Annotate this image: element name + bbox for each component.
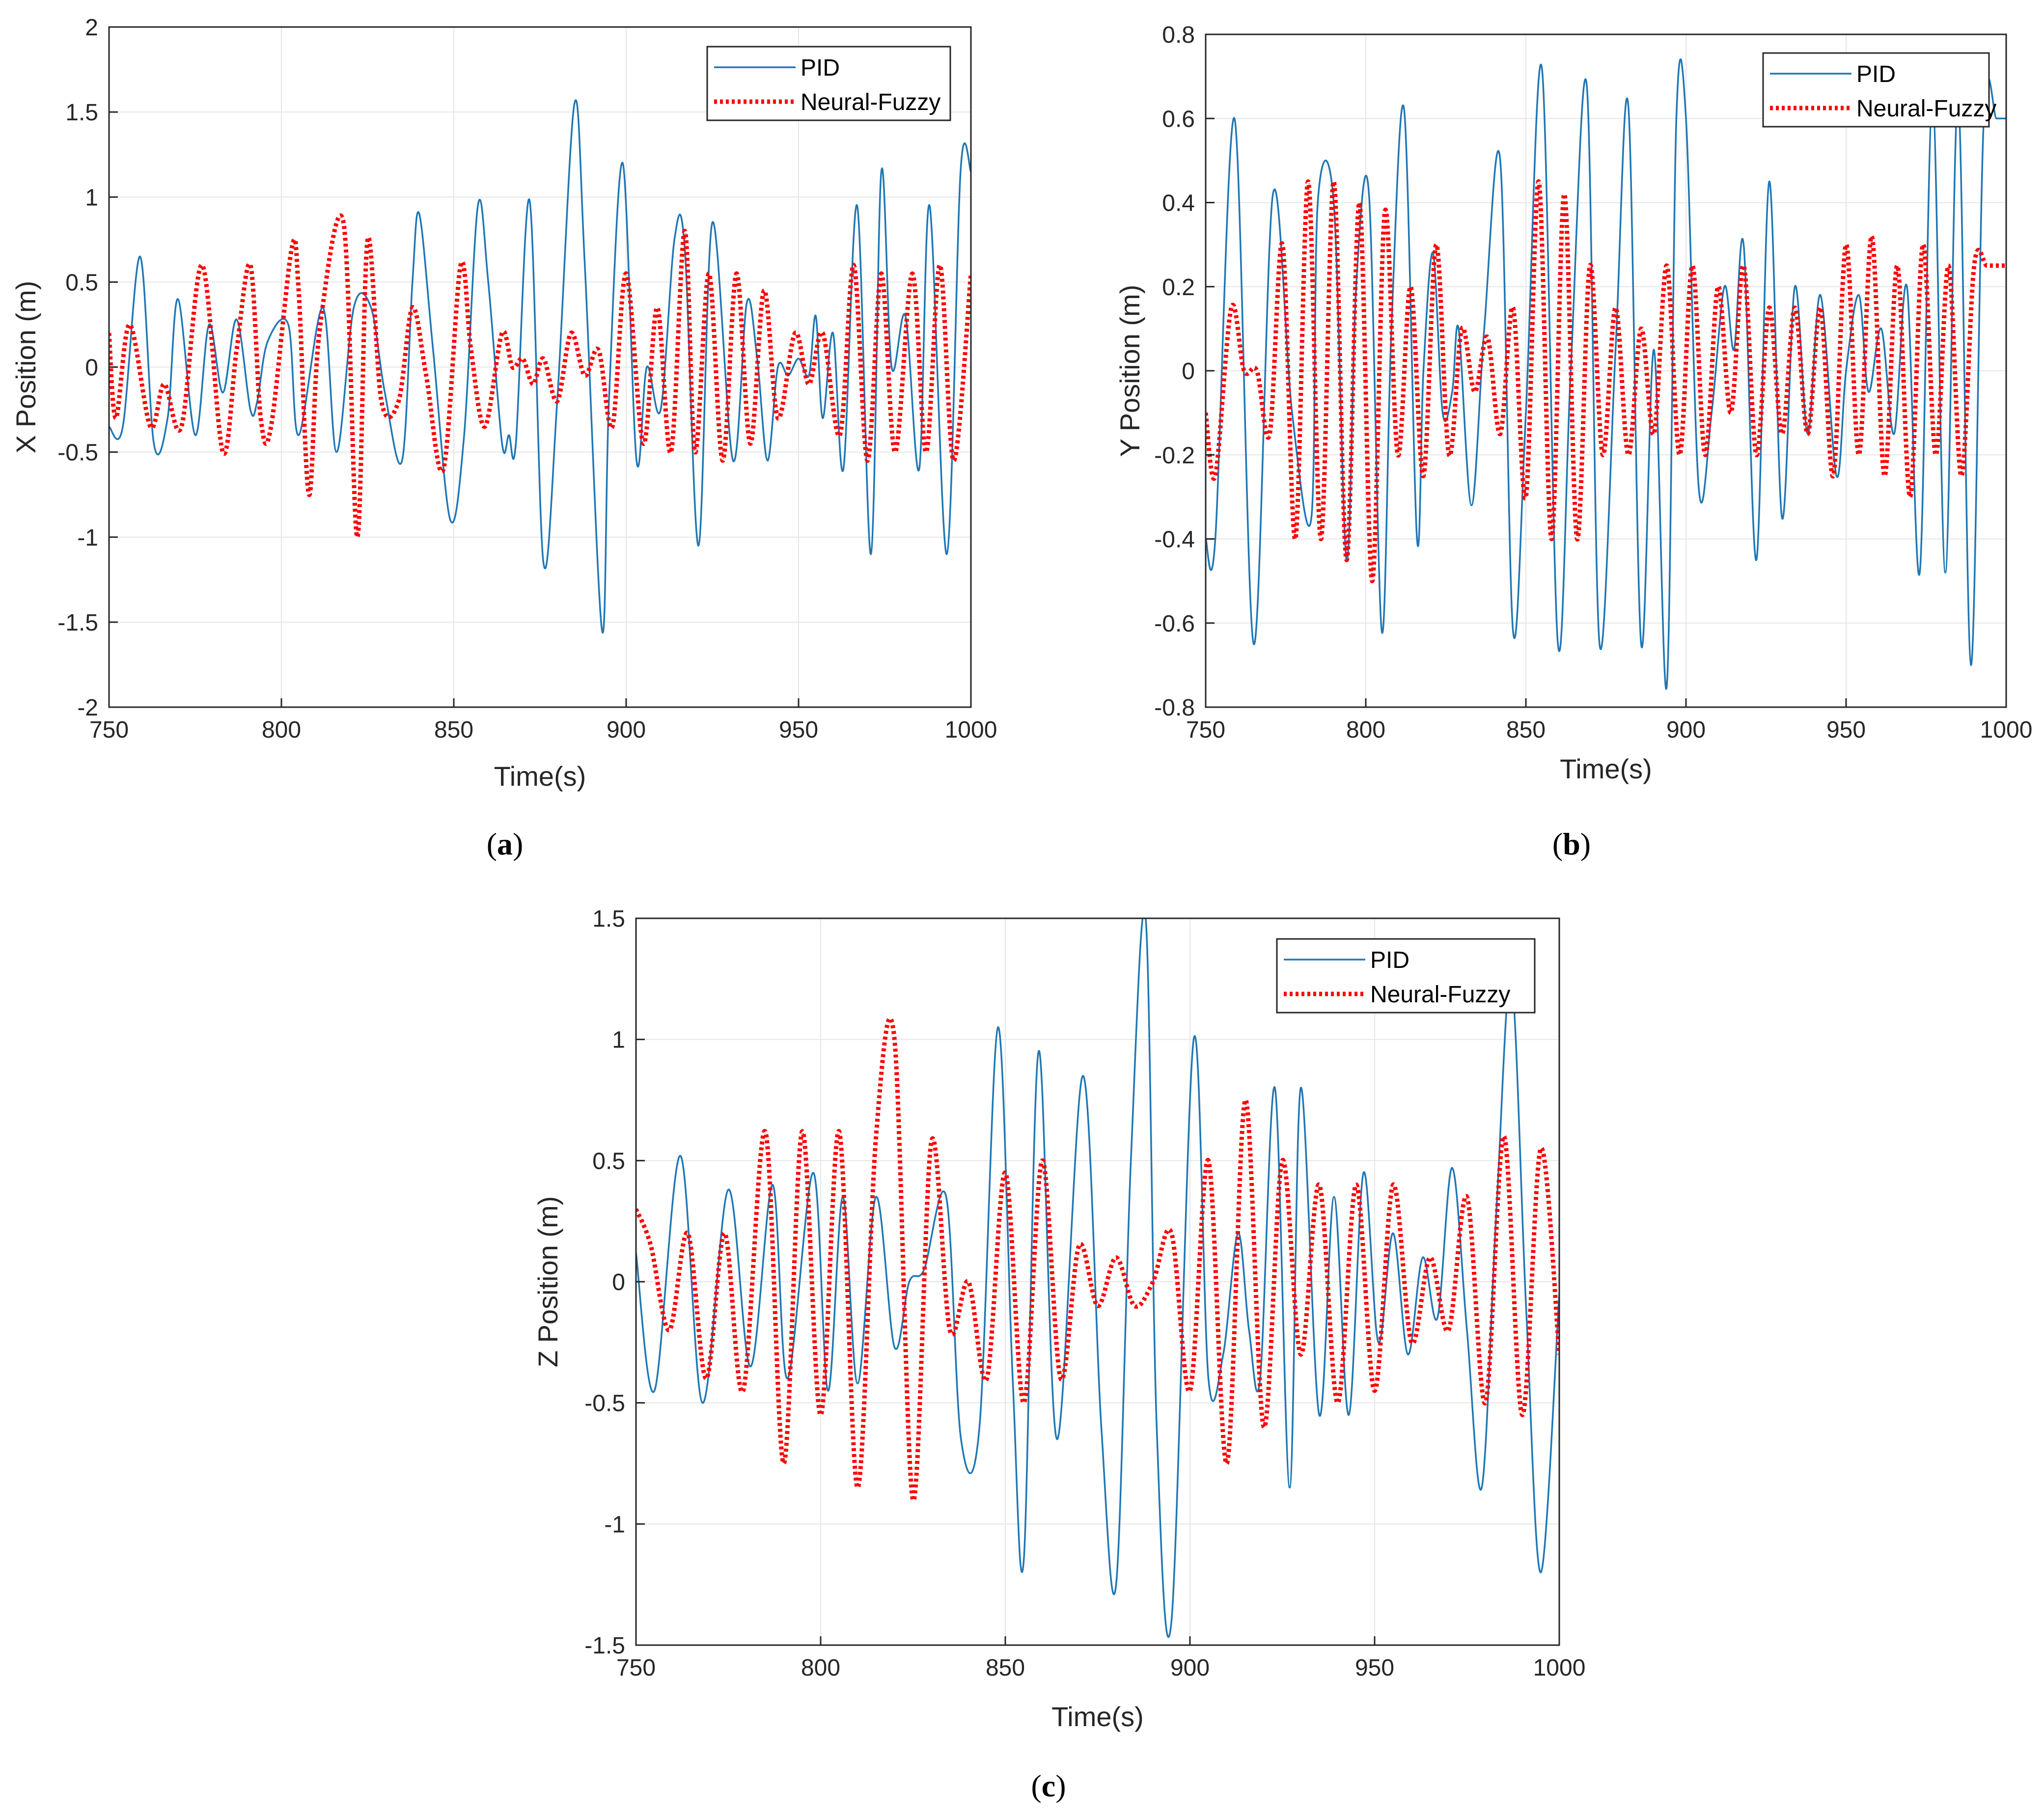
legend-label-c-neural-fuzzy: Neural-Fuzzy — [1370, 982, 1510, 1008]
y-axis-label-a: X Position (m) — [10, 281, 41, 454]
legend-label-c-pid: PID — [1370, 947, 1409, 973]
series-line-c-neural-fuzzy — [636, 1016, 1559, 1503]
x-tick-label-a-4: 950 — [779, 717, 818, 743]
caption-b-letter: b — [1563, 826, 1580, 861]
x-tick-label-b-3: 900 — [1666, 717, 1706, 743]
caption-c-open: ( — [1031, 1768, 1041, 1803]
x-tick-label-b-5: 1000 — [1980, 717, 2033, 743]
y-tick-label-b-6: 0.4 — [1162, 191, 1195, 217]
legend-label-b-neural-fuzzy: Neural-Fuzzy — [1856, 96, 1996, 122]
legend-label-a-neural-fuzzy: Neural-Fuzzy — [801, 89, 940, 115]
x-tick-label-a-1: 800 — [262, 717, 301, 743]
x-axis-label-a: Time(s) — [494, 761, 586, 792]
x-tick-label-c-1: 800 — [801, 1655, 840, 1681]
y-tick-label-a-1: -1.5 — [57, 610, 98, 636]
y-tick-label-a-3: -0.5 — [57, 440, 98, 466]
x-tick-label-c-4: 950 — [1355, 1655, 1394, 1681]
x-tick-label-b-1: 800 — [1346, 717, 1385, 743]
y-tick-label-c-5: 1 — [612, 1027, 625, 1053]
x-axis-label-c: Time(s) — [1051, 1701, 1144, 1732]
x-tick-label-c-3: 900 — [1170, 1655, 1210, 1681]
x-tick-label-a-2: 850 — [434, 717, 473, 743]
legend-box-a — [706, 46, 951, 121]
caption-b-open: ( — [1552, 826, 1563, 861]
legend-box-c — [1276, 938, 1536, 1014]
y-axis-label-c: Z Position (m) — [532, 1196, 563, 1368]
caption-c-letter: c — [1042, 1768, 1055, 1803]
x-tick-label-a-0: 750 — [89, 717, 129, 743]
x-tick-label-b-0: 750 — [1186, 717, 1225, 743]
y-tick-label-b-1: -0.6 — [1154, 611, 1195, 637]
x-tick-label-a-3: 900 — [607, 717, 646, 743]
y-tick-label-b-8: 0.8 — [1162, 22, 1195, 48]
caption-a-close: ) — [513, 826, 523, 861]
panel-a-x-position: 750 800 850 900 950 1000 -2 -1.5 -1 -0.5 0 0.5 1 1.5 2… — [10, 15, 997, 792]
x-tick-label-c-5: 1000 — [1533, 1655, 1586, 1681]
y-tick-label-b-7: 0.6 — [1162, 106, 1195, 132]
series-line-a-pid — [109, 99, 971, 633]
caption-a-letter: a — [497, 826, 513, 861]
y-tick-label-b-5: 0.2 — [1162, 275, 1195, 301]
caption-a: (a) — [487, 826, 524, 861]
y-tick-label-c-3: 0 — [612, 1269, 625, 1295]
panel-c-z-position: 750 800 850 900 950 1000 -1.5 -1 -0.5 0 0.5 1 1.5 Tim… — [532, 906, 1585, 1732]
x-tick-label-c-2: 850 — [986, 1655, 1025, 1681]
y-tick-label-a-5: 0.5 — [65, 270, 98, 296]
y-tick-label-c-0: -1.5 — [584, 1633, 625, 1659]
x-tick-label-b-4: 950 — [1826, 717, 1866, 743]
y-tick-label-c-4: 0.5 — [592, 1148, 625, 1174]
y-tick-label-a-2: -1 — [77, 525, 98, 551]
legend-label-a-pid: PID — [801, 55, 840, 81]
y-tick-label-c-6: 1.5 — [592, 906, 625, 932]
caption-c: (c) — [1031, 1768, 1066, 1803]
series-line-b-pid — [1206, 58, 2006, 690]
series-line-c-pid — [636, 918, 1559, 1638]
caption-b-close: ) — [1580, 826, 1591, 861]
series-line-a-neural-fuzzy — [109, 213, 971, 540]
y-tick-label-b-3: -0.2 — [1154, 442, 1195, 468]
caption-b: (b) — [1552, 826, 1591, 861]
x-tick-label-c-0: 750 — [616, 1655, 656, 1681]
y-tick-label-b-0: -0.8 — [1154, 695, 1195, 721]
series-line-b-neural-fuzzy — [1206, 179, 2006, 583]
panel-b-y-position: 750 800 850 900 950 1000 -0.8 -0.6 -0.4 -0.2 0 0.2 0… — [1114, 22, 2032, 784]
x-tick-label-a-5: 1000 — [945, 717, 997, 743]
y-tick-label-c-2: -0.5 — [584, 1391, 625, 1417]
y-axis-label-b: Y Position (m) — [1114, 285, 1145, 457]
y-tick-label-b-2: -0.4 — [1154, 527, 1195, 553]
y-tick-label-a-4: 0 — [85, 355, 98, 381]
y-tick-label-a-8: 2 — [85, 15, 98, 41]
y-tick-label-c-1: -1 — [604, 1512, 625, 1538]
caption-c-close: ) — [1055, 1768, 1066, 1803]
y-tick-label-b-4: 0 — [1182, 358, 1195, 385]
x-tick-label-b-2: 850 — [1506, 717, 1546, 743]
y-tick-label-a-7: 1.5 — [65, 100, 98, 126]
y-tick-label-a-6: 1 — [85, 185, 98, 211]
x-axis-label-b: Time(s) — [1560, 753, 1652, 784]
y-tick-label-a-0: -2 — [77, 695, 98, 721]
legend-box-b — [1762, 52, 1990, 128]
caption-a-open: ( — [487, 826, 497, 861]
legend-label-b-pid: PID — [1856, 61, 1896, 87]
